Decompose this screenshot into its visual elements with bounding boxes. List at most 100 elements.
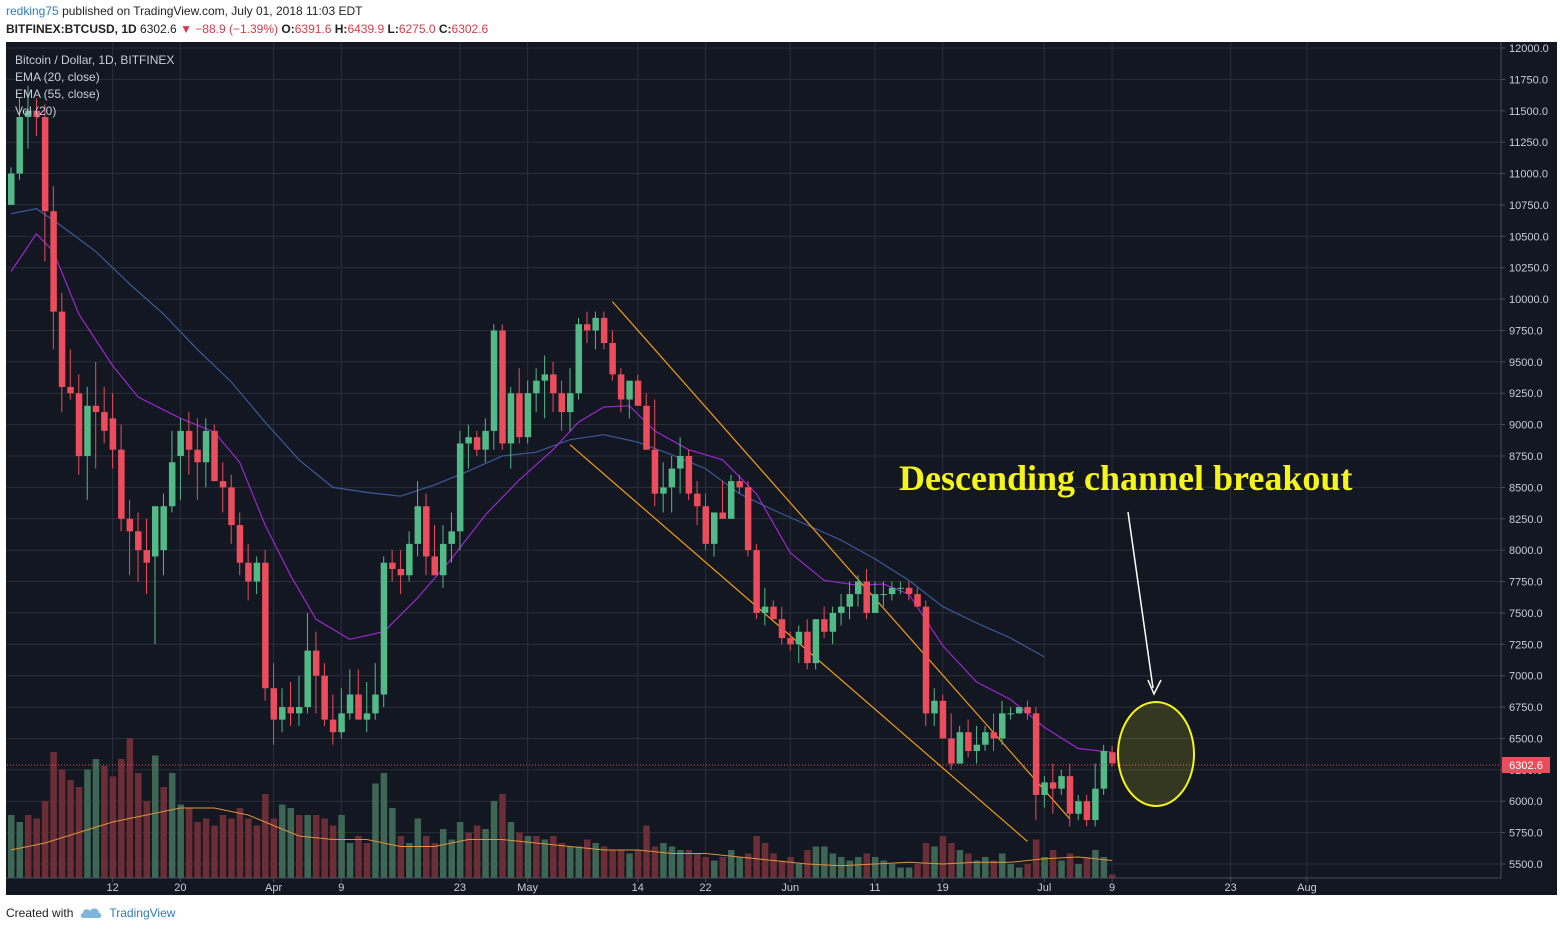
legend-vol[interactable]: Vol (20) bbox=[15, 104, 56, 118]
candle-body bbox=[185, 430, 193, 450]
volume-bar bbox=[414, 818, 422, 878]
candle-body bbox=[211, 430, 218, 482]
candle bbox=[939, 694, 947, 739]
ema55-line bbox=[10, 208, 1045, 658]
candle bbox=[855, 575, 862, 607]
candle-body bbox=[304, 650, 311, 708]
volume-ma bbox=[10, 807, 1113, 867]
legend-ema20[interactable]: EMA (20, close) bbox=[15, 70, 100, 84]
volume-bar bbox=[719, 857, 726, 878]
candle-body bbox=[634, 380, 642, 406]
candle bbox=[634, 374, 642, 406]
symbol-info-bar: BITFINEX:BTCUSD, 1D 6302.6 ▼ −88.9 (−1.3… bbox=[6, 22, 488, 36]
candle-body bbox=[499, 330, 506, 444]
time-axis-labels: 12 20 Apr 9 23 May 14 22 Jun 11 19 Jul 9 23 Aug bbox=[107, 878, 1317, 894]
x-tick-label: 9 bbox=[1109, 882, 1115, 894]
tradingview-brand-link[interactable]: TradingView bbox=[109, 906, 176, 920]
volume-bar bbox=[1100, 857, 1108, 878]
volume-bar bbox=[1032, 839, 1040, 878]
candle-body bbox=[990, 732, 998, 739]
candle-body bbox=[1075, 801, 1082, 814]
candle-body bbox=[863, 581, 870, 613]
x-tick-label: May bbox=[517, 882, 538, 894]
annotation-text[interactable]: Descending channel breakout bbox=[899, 458, 1352, 498]
volume-bar bbox=[245, 818, 252, 878]
candle bbox=[770, 600, 777, 620]
candle bbox=[143, 518, 151, 595]
candle bbox=[583, 311, 591, 344]
tradingview-cloud-icon[interactable] bbox=[79, 906, 103, 920]
candle bbox=[439, 525, 447, 588]
candle bbox=[719, 481, 726, 519]
candle bbox=[668, 456, 676, 513]
candle-body bbox=[8, 173, 15, 205]
candle bbox=[414, 481, 422, 557]
time-axis[interactable] bbox=[6, 878, 1557, 895]
candle bbox=[372, 663, 379, 720]
volume-bar bbox=[583, 839, 591, 878]
volume-bar bbox=[363, 843, 371, 878]
candle-body bbox=[668, 468, 676, 488]
candle-body bbox=[262, 562, 269, 689]
candle bbox=[516, 368, 523, 444]
candle-body bbox=[711, 512, 718, 544]
candle-body bbox=[160, 506, 167, 551]
close-value: 6302.6 bbox=[451, 22, 489, 36]
candle bbox=[812, 619, 820, 670]
candle-body bbox=[473, 437, 481, 450]
candle bbox=[524, 380, 532, 444]
candle-body bbox=[151, 506, 159, 557]
candle-body bbox=[804, 631, 811, 664]
candle-body bbox=[363, 713, 371, 720]
candle bbox=[541, 355, 549, 419]
volume-bar bbox=[711, 860, 718, 878]
candle bbox=[600, 311, 608, 350]
legend-title[interactable]: Bitcoin / Dollar, 1D, BITFINEX bbox=[15, 53, 174, 67]
volume-bar bbox=[262, 794, 269, 878]
volume-bar bbox=[694, 853, 701, 878]
volume-bar bbox=[1083, 857, 1091, 878]
publish-info: redking75 published on TradingView.com, … bbox=[6, 4, 362, 18]
candle-body bbox=[143, 550, 151, 563]
volume-bar bbox=[1015, 867, 1023, 878]
volume-bar bbox=[270, 818, 278, 878]
chart-area[interactable]: Descending channel breakout 12000.0 11750… bbox=[6, 42, 1557, 895]
volume-bar bbox=[897, 867, 904, 878]
candle bbox=[448, 512, 455, 563]
candle-body bbox=[787, 638, 794, 645]
candle-body bbox=[922, 606, 930, 714]
volume-bar bbox=[567, 846, 574, 878]
candle bbox=[1100, 744, 1108, 795]
candle-body bbox=[609, 343, 616, 375]
candle-body bbox=[372, 694, 379, 714]
volume-bar bbox=[151, 755, 159, 878]
candle bbox=[558, 380, 566, 431]
volume-bar bbox=[67, 780, 74, 878]
volume-bar bbox=[219, 815, 227, 878]
candle bbox=[50, 186, 57, 350]
price-axis-labels: 12000.0 11750.0 11500.0 11250.0 11000.0 10750… bbox=[1501, 43, 1549, 871]
y-tick-label: 8000.0 bbox=[1509, 545, 1543, 557]
volume-bar bbox=[575, 846, 582, 878]
author-link[interactable]: redking75 bbox=[6, 4, 59, 18]
x-tick-label: 14 bbox=[632, 882, 644, 894]
volume-bars bbox=[8, 738, 1116, 878]
price-axis[interactable] bbox=[1501, 42, 1557, 878]
candle-body bbox=[24, 110, 32, 118]
candle-body bbox=[338, 713, 345, 733]
y-tick-label: 9500.0 bbox=[1509, 357, 1543, 369]
candle-body bbox=[651, 449, 659, 494]
legend-ema55[interactable]: EMA (55, close) bbox=[15, 87, 100, 101]
volume-bar bbox=[939, 836, 947, 878]
candle bbox=[778, 606, 786, 645]
volume-bar bbox=[346, 843, 354, 878]
candle bbox=[58, 292, 66, 413]
candle-body bbox=[490, 330, 498, 431]
price-chart[interactable]: Descending channel breakout 12000.011750… bbox=[6, 42, 1557, 895]
candle bbox=[829, 606, 837, 645]
breakout-highlight-circle[interactable] bbox=[1117, 701, 1195, 807]
volume-bar bbox=[609, 850, 616, 878]
x-tick-label: Jun bbox=[781, 882, 799, 894]
candle bbox=[567, 368, 574, 431]
volume-bar bbox=[1041, 857, 1048, 878]
